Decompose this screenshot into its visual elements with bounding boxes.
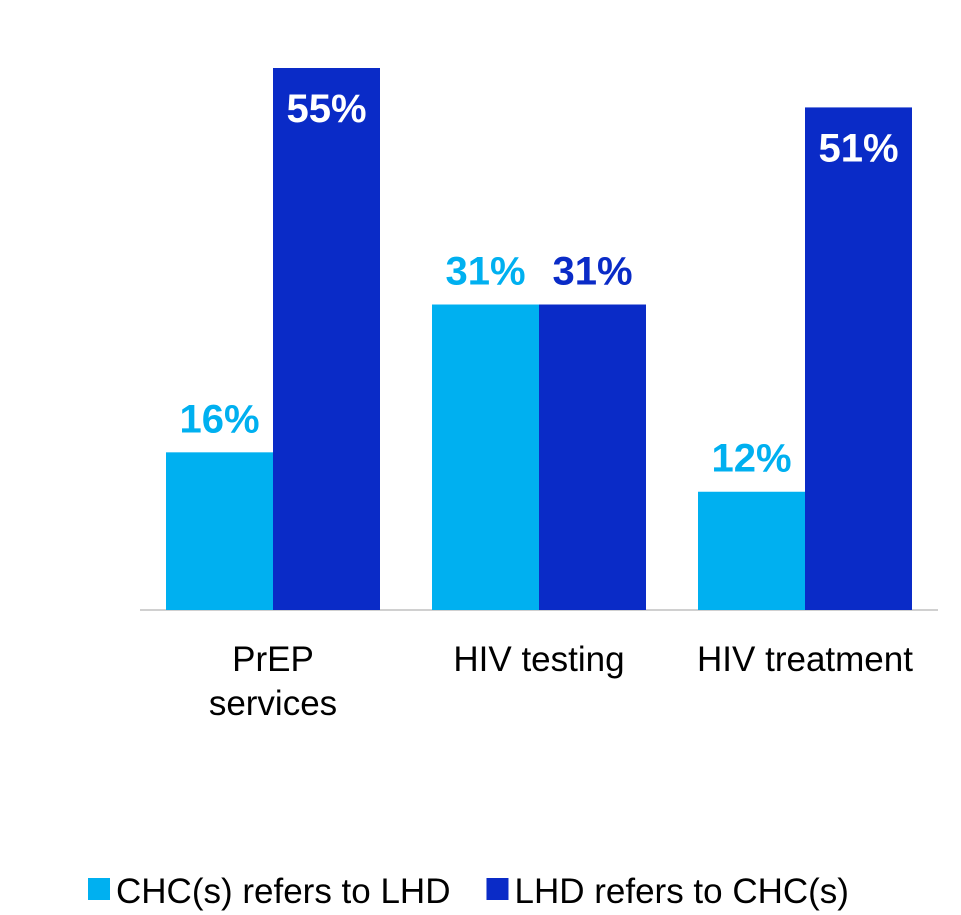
bar bbox=[166, 452, 273, 610]
value-label: 51% bbox=[818, 126, 898, 170]
x-tick-label: PrEP services bbox=[208, 640, 338, 723]
bar bbox=[539, 304, 646, 610]
x-tick-label: HIV treatment bbox=[697, 640, 913, 679]
bar bbox=[273, 68, 380, 610]
value-label: 31% bbox=[552, 250, 632, 294]
bar bbox=[698, 491, 805, 610]
value-label: 55% bbox=[286, 87, 366, 131]
bar bbox=[805, 107, 912, 610]
value-label: 16% bbox=[179, 397, 259, 441]
legend-swatch bbox=[88, 878, 110, 900]
legend-label: LHD refers to CHC(s) bbox=[514, 872, 848, 911]
legend-swatch bbox=[486, 878, 509, 900]
bar bbox=[432, 304, 539, 610]
legend-label: CHC(s) refers to LHD bbox=[116, 872, 450, 911]
value-label: 12% bbox=[711, 437, 791, 481]
value-label: 31% bbox=[445, 250, 525, 294]
x-tick-label: HIV testing bbox=[453, 640, 625, 679]
